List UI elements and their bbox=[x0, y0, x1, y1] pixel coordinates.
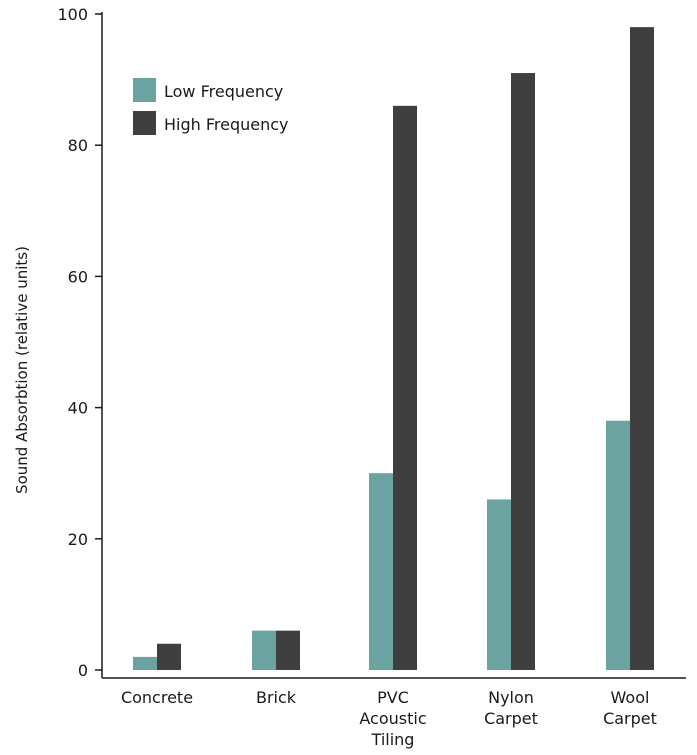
bar-high-3 bbox=[511, 73, 535, 671]
legend-swatch bbox=[133, 78, 156, 102]
y-tick-label: 20 bbox=[68, 530, 88, 549]
y-axis-title: Sound Absorbtion (relative units) bbox=[13, 246, 31, 494]
legend-label: Low Frequency bbox=[164, 82, 283, 101]
x-tick-label: PVC Acoustic Tiling bbox=[359, 688, 426, 749]
bar-low-2 bbox=[369, 473, 393, 670]
bar-high-1 bbox=[276, 630, 300, 670]
bar-low-0 bbox=[133, 656, 157, 670]
bar-high-2 bbox=[393, 105, 417, 671]
bar-low-1 bbox=[252, 630, 276, 670]
bar-high-4 bbox=[630, 27, 654, 671]
axes bbox=[101, 12, 686, 679]
bars bbox=[133, 27, 654, 671]
x-tick-labels: Concrete Brick PVC Acoustic Tiling Nylon Carpe… bbox=[121, 688, 657, 749]
y-tick-label: 80 bbox=[68, 136, 88, 155]
legend: Low Frequency High Frequency bbox=[133, 78, 289, 135]
y-ticks: 0 20 40 60 80 100 bbox=[57, 5, 102, 680]
bar-high-0 bbox=[157, 643, 181, 670]
bar-low-3 bbox=[487, 499, 511, 670]
x-tick-label: Nylon Carpet bbox=[484, 688, 538, 728]
legend-label: High Frequency bbox=[164, 115, 289, 134]
legend-swatch bbox=[133, 111, 156, 135]
y-tick-label: 60 bbox=[68, 267, 88, 286]
x-tick-label: Brick bbox=[256, 688, 297, 707]
x-tick-label: Wool Carpet bbox=[603, 688, 657, 728]
y-tick-label: 100 bbox=[57, 5, 88, 24]
y-tick-label: 0 bbox=[78, 661, 88, 680]
x-tick-label: Concrete bbox=[121, 688, 193, 707]
bar-low-4 bbox=[606, 420, 630, 670]
y-tick-label: 40 bbox=[68, 399, 88, 418]
